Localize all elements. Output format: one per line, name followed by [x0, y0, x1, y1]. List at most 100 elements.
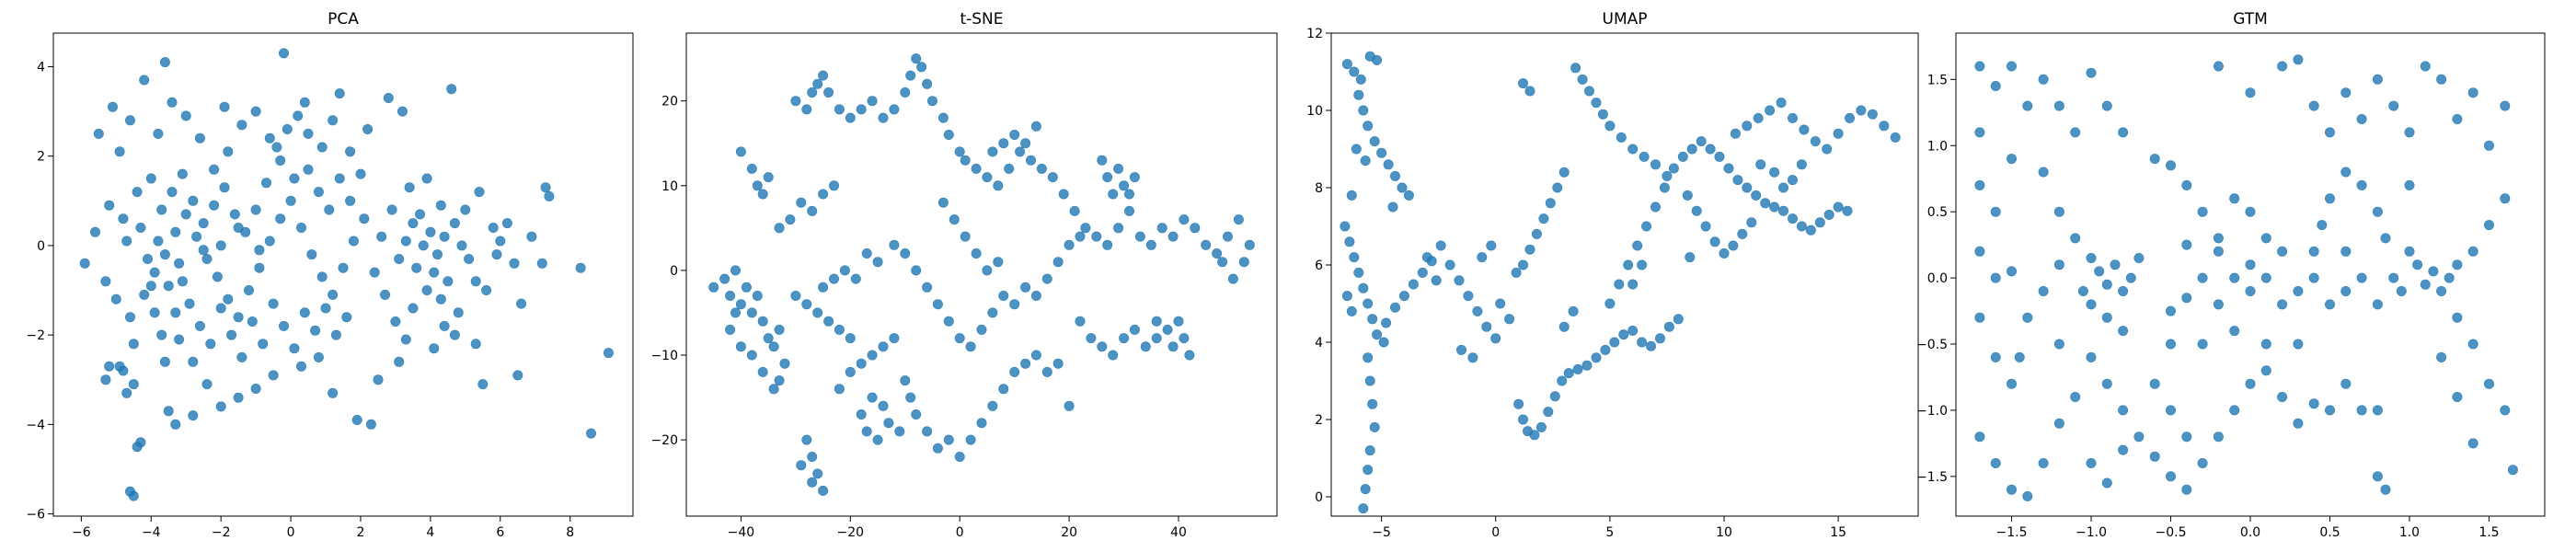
data-point [149, 307, 160, 318]
data-point [1974, 127, 1985, 138]
y-tick-label: 4 [37, 60, 45, 75]
data-point [345, 146, 356, 157]
data-point [2372, 206, 2383, 217]
data-point [2007, 266, 2018, 277]
data-point [2436, 351, 2447, 362]
data-point [1102, 239, 1113, 250]
data-point [1696, 136, 1707, 147]
data-point [174, 258, 185, 269]
data-point [2260, 272, 2271, 283]
x-tick-label: −0.5 [2156, 525, 2187, 540]
data-point [2166, 160, 2177, 171]
data-point [1730, 128, 1741, 139]
data-point [1845, 112, 1856, 123]
data-point [289, 343, 300, 354]
data-point [1623, 259, 1634, 270]
data-point [861, 426, 872, 437]
data-point [258, 339, 269, 350]
data-point [1119, 333, 1130, 344]
panel-0: PCA −6 −4 −2 0 2 4 6 8 −6 −4 −2 0 2 4 [26, 10, 634, 540]
data-point [1363, 121, 1374, 132]
data-point [943, 316, 954, 327]
y-tick-label: −4 [26, 418, 45, 432]
data-point [1179, 214, 1190, 225]
data-point [1129, 172, 1140, 183]
data-point [118, 365, 129, 376]
data-point [2325, 193, 2336, 204]
data-point [1549, 391, 1560, 402]
data-point [1080, 223, 1091, 234]
scatter-points [79, 48, 614, 501]
data-point [1367, 398, 1378, 409]
data-point [191, 231, 202, 242]
panel-title: UMAP [1603, 10, 1648, 29]
data-point [215, 240, 226, 251]
data-point [453, 307, 464, 318]
x-tick-label: 0 [287, 525, 295, 540]
data-point [943, 130, 954, 141]
data-point [2229, 193, 2240, 204]
data-point [198, 245, 209, 256]
data-point [1990, 272, 2001, 283]
data-point [1353, 89, 1364, 100]
data-point [1799, 124, 1810, 135]
data-point [282, 124, 293, 135]
data-point [359, 213, 370, 224]
data-point [540, 182, 551, 193]
data-point [2340, 167, 2352, 178]
data-point [2086, 457, 2097, 468]
data-point [435, 293, 446, 305]
data-point [937, 197, 949, 208]
data-point [425, 226, 436, 237]
data-point [1369, 136, 1380, 147]
data-point [943, 434, 954, 445]
data-point [1387, 201, 1398, 213]
data-point [900, 375, 911, 386]
data-point [250, 383, 261, 394]
data-point [1102, 172, 1113, 183]
axes-frame [52, 32, 634, 517]
data-point [971, 163, 982, 174]
data-point [1421, 252, 1432, 263]
data-point [201, 253, 213, 264]
data-point [1383, 159, 1394, 170]
y-tick-label: 1.0 [1927, 139, 1948, 154]
axes-frame [685, 32, 1278, 517]
data-point [1467, 352, 1478, 363]
data-point [108, 101, 119, 112]
data-point [194, 132, 205, 144]
data-point [163, 406, 174, 417]
data-point [2325, 127, 2336, 138]
data-point [128, 339, 139, 350]
data-point [509, 258, 520, 269]
data-point [2213, 233, 2224, 244]
data-point [1568, 305, 1579, 316]
data-point [2277, 61, 2288, 72]
data-point [143, 253, 154, 264]
data-point [1788, 213, 1799, 224]
data-point [2101, 312, 2112, 323]
data-point [295, 223, 306, 234]
data-point [435, 200, 446, 211]
data-point [2308, 100, 2319, 111]
data-point [1627, 325, 1639, 336]
data-point [100, 374, 111, 385]
data-point [2197, 272, 2208, 283]
data-point [184, 298, 195, 309]
data-point [153, 236, 164, 247]
data-point [177, 276, 188, 287]
data-point [1140, 341, 1151, 352]
data-point [1742, 182, 1753, 193]
data-point [1145, 239, 1156, 250]
data-point [1974, 246, 1985, 257]
data-point [867, 96, 878, 107]
data-point [2500, 405, 2511, 416]
data-point [872, 434, 883, 445]
data-point [1691, 205, 1702, 216]
data-point [993, 257, 1004, 268]
data-point [313, 351, 324, 362]
data-point [1570, 63, 1581, 74]
data-point [2101, 279, 2112, 290]
data-point [313, 187, 324, 198]
data-point [303, 164, 314, 175]
